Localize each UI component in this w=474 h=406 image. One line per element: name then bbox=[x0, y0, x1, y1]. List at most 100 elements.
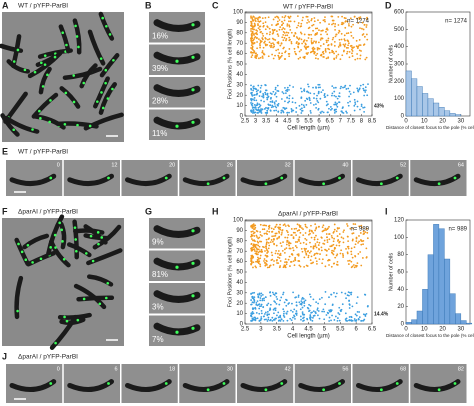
point bbox=[287, 233, 290, 236]
time-label: 0 bbox=[57, 366, 60, 372]
point bbox=[348, 95, 350, 98]
point bbox=[250, 109, 252, 112]
point bbox=[303, 313, 306, 316]
point bbox=[304, 223, 307, 226]
point bbox=[321, 296, 323, 299]
point bbox=[293, 50, 296, 53]
point bbox=[358, 49, 361, 52]
cell bbox=[46, 214, 65, 256]
x-tick-label: 8.5 bbox=[368, 119, 377, 125]
point bbox=[337, 239, 340, 241]
point bbox=[358, 88, 361, 91]
point bbox=[250, 44, 253, 47]
focus bbox=[322, 182, 326, 186]
point bbox=[259, 305, 261, 308]
point bbox=[260, 316, 263, 318]
point bbox=[344, 312, 347, 315]
point bbox=[347, 291, 350, 293]
point bbox=[275, 249, 277, 252]
point bbox=[251, 32, 254, 35]
focus bbox=[39, 117, 42, 120]
point bbox=[258, 105, 261, 108]
focus bbox=[280, 382, 284, 385]
point bbox=[257, 258, 260, 260]
point bbox=[281, 28, 283, 31]
focus bbox=[100, 91, 103, 94]
point bbox=[257, 27, 260, 30]
point bbox=[301, 306, 304, 309]
point bbox=[297, 253, 300, 256]
point bbox=[327, 37, 330, 40]
point bbox=[309, 319, 312, 321]
focus bbox=[395, 176, 399, 180]
point bbox=[327, 227, 329, 230]
focus bbox=[16, 48, 20, 52]
focus bbox=[379, 182, 383, 186]
point bbox=[318, 298, 321, 301]
panel-title: WT / pYFP-ParBI bbox=[18, 149, 68, 156]
focus bbox=[23, 68, 27, 72]
point bbox=[333, 103, 336, 106]
point bbox=[342, 43, 345, 46]
x-tick-label: 8 bbox=[360, 119, 364, 125]
focus bbox=[43, 54, 47, 57]
point bbox=[252, 85, 255, 88]
point bbox=[278, 257, 281, 259]
point bbox=[312, 41, 315, 44]
point bbox=[307, 256, 310, 259]
point bbox=[342, 231, 345, 233]
point bbox=[266, 98, 269, 101]
time-label: 56 bbox=[342, 366, 348, 372]
point bbox=[286, 88, 289, 91]
cell bbox=[73, 283, 107, 310]
point bbox=[308, 251, 311, 254]
point bbox=[267, 38, 269, 41]
point bbox=[362, 28, 365, 31]
point bbox=[330, 309, 333, 312]
point bbox=[273, 294, 276, 296]
x-tick-label: 3.5 bbox=[273, 327, 282, 333]
point bbox=[314, 243, 317, 245]
focus bbox=[206, 388, 210, 392]
point bbox=[288, 255, 291, 258]
point bbox=[263, 318, 266, 321]
point bbox=[256, 92, 259, 95]
point bbox=[298, 264, 301, 267]
cell bbox=[58, 24, 71, 54]
point bbox=[250, 97, 253, 100]
x-tick-label: 7 bbox=[339, 119, 343, 125]
focus bbox=[88, 124, 92, 128]
point bbox=[307, 45, 310, 48]
point bbox=[261, 299, 264, 302]
time-label: 82 bbox=[458, 366, 464, 372]
point bbox=[254, 87, 256, 90]
point bbox=[278, 226, 280, 229]
point bbox=[335, 263, 338, 266]
point bbox=[320, 33, 322, 36]
point bbox=[266, 314, 269, 317]
point bbox=[256, 104, 258, 106]
point bbox=[303, 33, 306, 36]
percentage: 9% bbox=[152, 238, 164, 247]
focus bbox=[26, 244, 30, 247]
point bbox=[320, 236, 323, 239]
focus bbox=[76, 123, 79, 127]
point bbox=[340, 32, 343, 35]
cell bbox=[22, 233, 50, 250]
point bbox=[309, 295, 312, 298]
point bbox=[300, 318, 302, 321]
point bbox=[260, 295, 263, 297]
point bbox=[284, 92, 287, 95]
point bbox=[256, 102, 259, 105]
point bbox=[292, 291, 294, 294]
point bbox=[269, 97, 272, 100]
point bbox=[327, 103, 329, 106]
point bbox=[282, 111, 285, 114]
point bbox=[317, 225, 320, 228]
point bbox=[293, 47, 296, 50]
point bbox=[254, 93, 256, 96]
point bbox=[347, 235, 349, 238]
time-label: 30 bbox=[227, 366, 233, 372]
point bbox=[276, 33, 279, 36]
point bbox=[332, 50, 334, 53]
